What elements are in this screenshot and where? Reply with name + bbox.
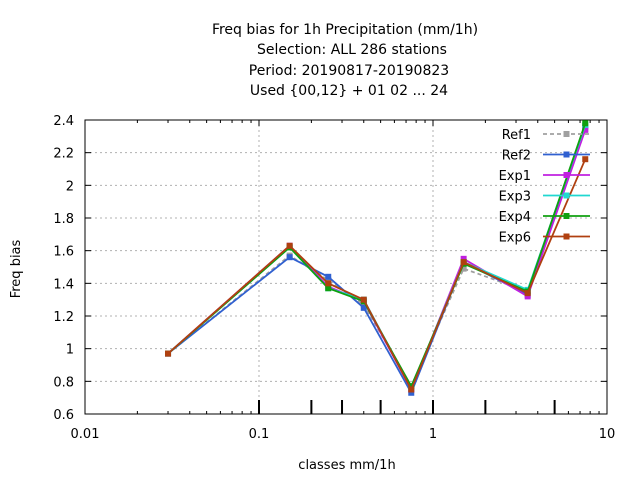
y-tick-label: 0.6 bbox=[53, 408, 74, 423]
legend-swatch-marker bbox=[563, 233, 570, 240]
data-point bbox=[286, 254, 293, 261]
y-tick-label: 1.4 bbox=[53, 277, 74, 292]
chart-title-block: Freq bias for 1h Precipitation (mm/1h) S… bbox=[212, 22, 478, 99]
data-point bbox=[360, 301, 367, 308]
x-axis-ticks: 0.01 0.1 1 10 bbox=[71, 120, 616, 442]
x-axis-label: classes mm/1h bbox=[298, 458, 395, 473]
data-point bbox=[408, 389, 415, 396]
series-line bbox=[167, 158, 587, 392]
legend-label: Exp6 bbox=[499, 231, 531, 246]
chart-title: Freq bias for 1h Precipitation (mm/1h) bbox=[212, 22, 478, 38]
series-exp6 bbox=[165, 156, 589, 393]
x-tick-label: 1 bbox=[429, 427, 437, 442]
x-tick-label: 0.01 bbox=[71, 427, 100, 442]
class-limit-marks bbox=[258, 400, 556, 414]
y-axis-ticks: 0.6 0.8 1 1.2 1.4 1.6 1.8 2 2.2 2.4 bbox=[53, 114, 607, 423]
data-point bbox=[325, 285, 332, 292]
legend: Ref1 Ref2 Exp1 Exp3 Exp4 Exp6 bbox=[499, 128, 590, 246]
y-tick-label: 2.2 bbox=[53, 147, 74, 162]
data-point bbox=[325, 280, 332, 287]
legend-swatch-marker bbox=[563, 151, 570, 158]
legend-label: Exp3 bbox=[499, 190, 531, 205]
data-point bbox=[582, 120, 589, 127]
y-tick-label: 1.2 bbox=[53, 310, 74, 325]
legend-swatch-marker bbox=[563, 172, 570, 178]
series-ref1 bbox=[165, 126, 589, 390]
y-tick-label: 2 bbox=[66, 179, 74, 194]
data-point bbox=[460, 255, 467, 262]
y-tick-label: 0.8 bbox=[53, 375, 74, 390]
data-point bbox=[165, 350, 172, 357]
legend-label: Exp1 bbox=[499, 169, 531, 184]
grid-lines bbox=[85, 120, 607, 414]
series-line bbox=[167, 126, 587, 395]
legend-label: Ref2 bbox=[502, 149, 531, 164]
y-axis-label: Freq bias bbox=[9, 239, 24, 298]
series-exp1 bbox=[165, 126, 589, 393]
series-lines bbox=[165, 120, 589, 396]
x-tick-label: 10 bbox=[599, 427, 616, 442]
legend-swatch-marker bbox=[563, 131, 570, 137]
y-tick-label: 2.4 bbox=[53, 114, 74, 129]
data-point bbox=[325, 277, 332, 284]
chart-subtitle-selection: Selection: ALL 286 stations bbox=[257, 42, 447, 58]
plot-frame bbox=[84, 119, 608, 415]
data-point bbox=[460, 265, 467, 272]
series-ref2 bbox=[165, 123, 589, 396]
data-point bbox=[360, 304, 367, 311]
legend-swatch-marker bbox=[563, 192, 570, 199]
data-point bbox=[408, 386, 415, 393]
legend-swatch-marker bbox=[563, 213, 570, 219]
y-tick-label: 1.8 bbox=[53, 212, 74, 227]
data-point bbox=[360, 296, 367, 303]
y-tick-label: 1 bbox=[66, 343, 74, 358]
data-point bbox=[325, 273, 332, 280]
data-point bbox=[524, 290, 531, 297]
data-point bbox=[582, 126, 589, 133]
chart-subtitle-period: Period: 20190817-20190823 bbox=[249, 63, 449, 79]
chart-subtitle-used: Used {00,12} + 01 02 ... 24 bbox=[250, 83, 448, 99]
legend-label: Exp4 bbox=[499, 210, 531, 225]
data-point bbox=[408, 383, 415, 390]
x-tick-label: 0.1 bbox=[249, 427, 270, 442]
y-tick-label: 1.6 bbox=[53, 245, 74, 260]
data-point bbox=[524, 293, 531, 300]
data-point bbox=[460, 259, 467, 266]
legend-label: Ref1 bbox=[502, 128, 531, 143]
data-point bbox=[286, 242, 293, 249]
data-point bbox=[582, 156, 589, 163]
